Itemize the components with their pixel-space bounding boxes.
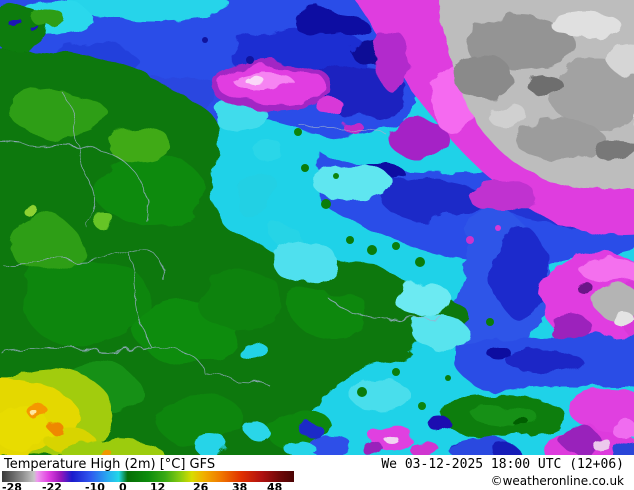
colorbar-tick-labels: -28 -22 -10 0 12 26 38 48	[2, 481, 312, 490]
country-borders	[0, 91, 443, 387]
tick-label: -10	[85, 481, 105, 490]
temperature-speckles	[202, 37, 501, 410]
map-datetime: We 03-12-2025 18:00 UTC (12+06)	[381, 457, 624, 472]
map-title: Temperature High (2m) [°C] GFS	[4, 457, 216, 472]
temperature-colorbar	[2, 471, 294, 482]
tick-label: -22	[42, 481, 62, 490]
copyright-label: ©weatheronline.co.uk	[490, 474, 624, 488]
warm-yellow-region-southwest	[0, 368, 162, 455]
tick-label: 0	[119, 481, 127, 490]
extreme-cold-gray-region	[437, 0, 634, 191]
mild-green-region-west	[0, 48, 469, 455]
tick-label: 48	[267, 481, 283, 490]
tick-label: 12	[150, 481, 166, 490]
tick-label: -28	[2, 481, 22, 490]
cold-blue-ribbon-central	[451, 198, 552, 359]
light-cyan-patches	[273, 164, 468, 411]
temperature-map-svg	[0, 0, 634, 455]
mild-green-blob-northwest	[0, 8, 64, 52]
very-cold-region-southeast	[284, 252, 634, 455]
tick-label: 26	[193, 481, 209, 490]
temperature-map	[0, 0, 634, 455]
very-cold-magenta-blob-northcenter	[210, 62, 362, 132]
map-footer: Temperature High (2m) [°C] GFS We 03-12-…	[0, 455, 634, 490]
tick-label: 38	[232, 481, 248, 490]
